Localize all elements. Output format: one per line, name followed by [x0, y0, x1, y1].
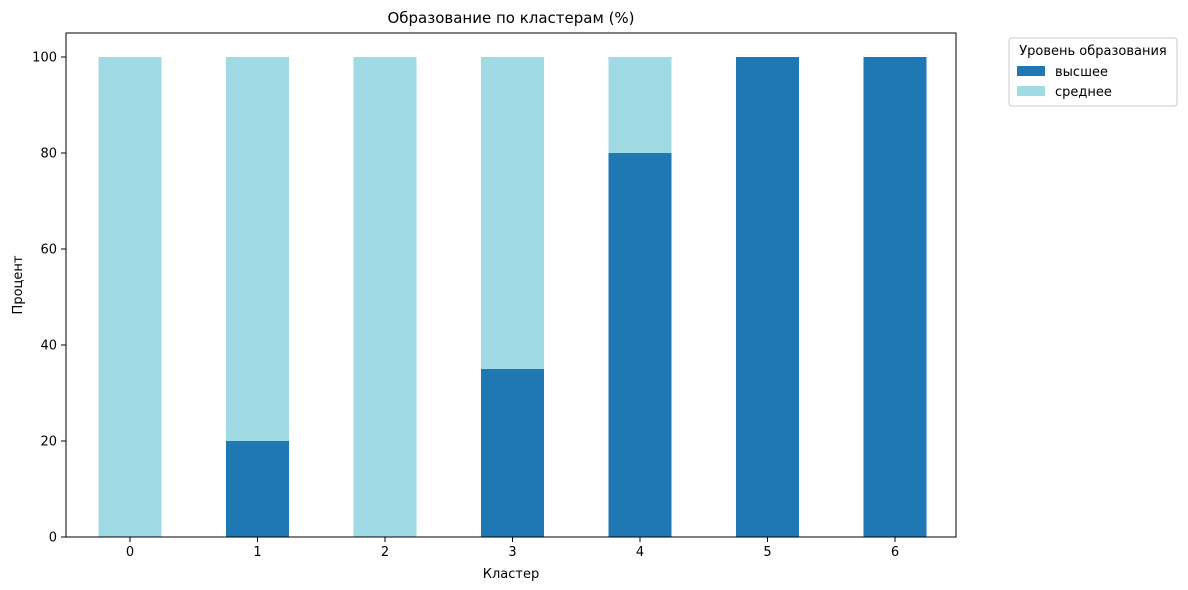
bar-cluster-1-series-1: [226, 57, 289, 441]
legend-label-0: высшее: [1055, 65, 1108, 80]
legend: Уровень образования высшее среднее: [1008, 37, 1178, 107]
x-axis: 0 1 2 3 4 5 6: [126, 537, 899, 560]
bar-cluster-3-series-1: [481, 57, 544, 369]
legend-title: Уровень образования: [1019, 44, 1167, 59]
bar-cluster-4-series-0: [608, 153, 672, 537]
y-tick-label: 20: [40, 435, 57, 450]
legend-swatch-1: [1017, 86, 1045, 96]
x-tick-label: 1: [253, 545, 261, 560]
x-tick-label: 0: [126, 545, 134, 560]
y-tick-label: 60: [40, 243, 57, 258]
x-tick-label: 5: [763, 545, 771, 560]
y-tick-label: 100: [32, 51, 57, 66]
legend-label-1: среднее: [1055, 85, 1112, 100]
chart-title: Образование по кластерам (%): [387, 9, 634, 27]
bar-cluster-5-series-0: [736, 57, 799, 537]
x-tick-label: 6: [891, 545, 899, 560]
legend-swatch-0: [1017, 66, 1045, 76]
x-tick-label: 2: [381, 545, 389, 560]
bar-cluster-2-series-1: [353, 57, 417, 537]
y-tick-label: 80: [40, 147, 57, 162]
bar-cluster-0-series-1: [98, 57, 162, 537]
bar-cluster-4-series-1: [608, 57, 672, 153]
x-tick-label: 3: [508, 545, 516, 560]
legend-entries: высшее среднее: [1017, 65, 1112, 100]
bar-cluster-6-series-0: [863, 57, 927, 537]
y-axis-title: Процент: [11, 255, 26, 314]
bars-layer: [98, 57, 927, 537]
legend-box: [1008, 37, 1178, 107]
bar-cluster-3-series-0: [481, 369, 544, 537]
x-axis-title: Кластер: [483, 567, 539, 582]
y-tick-label: 0: [49, 531, 57, 546]
x-tick-label: 4: [636, 545, 644, 560]
plot-area-frame: [65, 32, 957, 538]
bar-cluster-1-series-0: [226, 441, 289, 537]
y-tick-label: 40: [40, 339, 57, 354]
y-axis: 0 20 40 60 80 100: [32, 51, 66, 546]
